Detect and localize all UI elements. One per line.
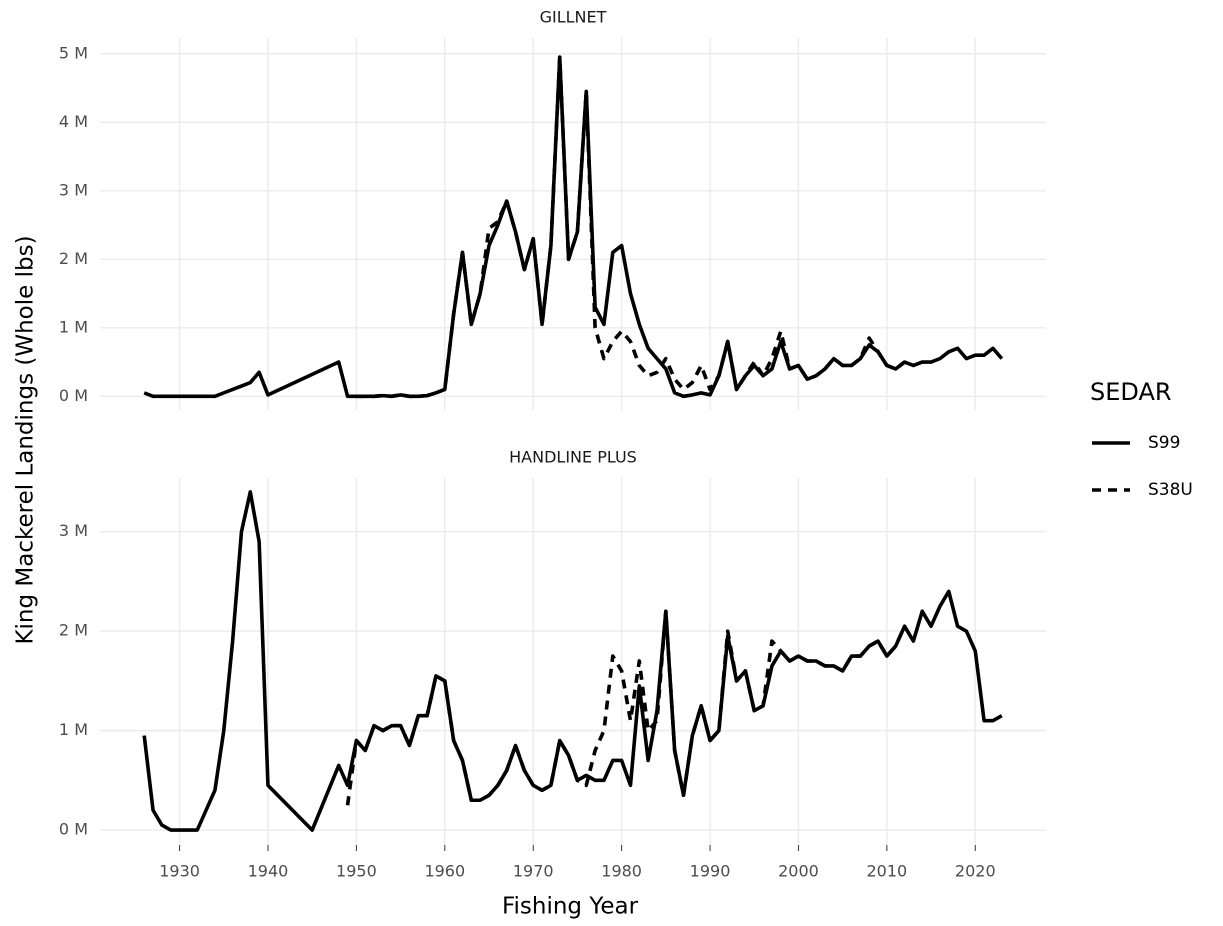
- y-tick-label: 5 M: [59, 43, 88, 62]
- x-tick-label: 1950: [336, 862, 377, 881]
- y-tick-label: 0 M: [59, 386, 88, 405]
- y-tick-label: 2 M: [59, 249, 88, 268]
- line-s38u: [356, 55, 906, 399]
- y-tick-label: 3 M: [59, 521, 88, 540]
- x-tick-label: 2010: [867, 862, 908, 881]
- x-tick-label: 1970: [513, 862, 554, 881]
- x-tick-label: 2020: [955, 862, 996, 881]
- x-tick-label: 1930: [159, 862, 200, 881]
- line-s38u: [345, 609, 907, 806]
- y-tick-label: 0 M: [59, 820, 88, 839]
- x-tick-label: 1960: [424, 862, 465, 881]
- x-tick-label: 1990: [690, 862, 731, 881]
- legend-label: S38U: [1148, 480, 1193, 500]
- y-axis-label: King Mackerel Landings (Whole lbs): [13, 235, 39, 644]
- panel-title: HANDLINE PLUS: [509, 448, 637, 467]
- legend-label: S99: [1148, 433, 1180, 453]
- x-axis-label: Fishing Year: [502, 894, 639, 920]
- y-tick-label: 3 M: [59, 180, 88, 199]
- x-tick-label: 2000: [778, 862, 819, 881]
- y-tick-label: 4 M: [59, 112, 88, 131]
- panel-title: GILLNET: [540, 8, 607, 27]
- legend-title: SEDAR: [1090, 378, 1172, 406]
- line-s99: [142, 490, 1003, 832]
- y-tick-label: 2 M: [59, 621, 88, 640]
- y-tick-label: 1 M: [59, 720, 88, 739]
- line-s99: [143, 55, 1004, 399]
- x-tick-label: 1980: [601, 862, 642, 881]
- y-tick-label: 1 M: [59, 317, 88, 336]
- x-tick-label: 1940: [248, 862, 289, 881]
